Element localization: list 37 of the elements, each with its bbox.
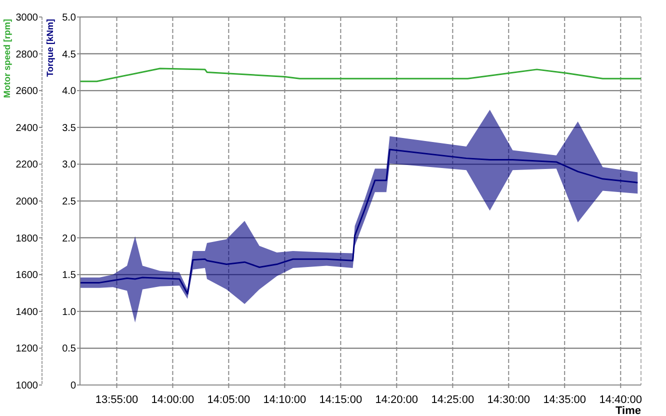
x-tick-label: 14:10:00 <box>263 394 306 406</box>
y-tick-label: 2200 <box>16 160 38 171</box>
y-tick-label: 2600 <box>16 86 38 98</box>
x-axis-title: Time <box>616 405 641 416</box>
y-tick-label: 1600 <box>16 270 38 282</box>
y2-tick-label: 2.5 <box>62 196 76 208</box>
y-tick-label: 1800 <box>16 233 38 244</box>
y-tick-label: 1000 <box>16 380 38 392</box>
y2-tick-label: 4.5 <box>62 49 76 60</box>
x-tick-label: 14:25:00 <box>431 394 474 406</box>
y-axis-title: Motor speed [rpm] <box>2 19 12 98</box>
y-tick-label: 1400 <box>16 306 38 318</box>
x-tick-label: 13:55:00 <box>95 394 138 406</box>
y-tick-label: 2000 <box>16 196 38 208</box>
y2-tick-label: 4.0 <box>62 86 76 98</box>
line-series <box>79 148 638 294</box>
y2-tick-label: 1.5 <box>62 270 76 282</box>
x-tick-label: 14:35:00 <box>543 394 586 406</box>
y2-tick-label: 5.0 <box>62 12 76 24</box>
y2-tick-label: 0.5 <box>62 344 76 355</box>
y-tick-label: 3000 <box>16 12 38 24</box>
x-tick-label: 14:40:00 <box>599 394 642 406</box>
y-tick-label: 2400 <box>16 122 38 134</box>
x-tick-label: 14:00:00 <box>151 394 194 406</box>
line-series <box>79 68 642 82</box>
y2-tick-label: 1.0 <box>62 306 76 318</box>
y2-tick-label: 2.0 <box>62 233 76 244</box>
y2-tick-label: 0 <box>70 380 76 392</box>
x-tick-label: 14:30:00 <box>487 394 530 406</box>
y2-tick-label: 3.0 <box>62 160 76 171</box>
y2-tick-label: 3.5 <box>62 122 76 134</box>
y-tick-label: 2800 <box>16 49 38 60</box>
y-tick-label: 1200 <box>16 344 38 355</box>
x-tick-label: 14:05:00 <box>207 394 250 406</box>
x-tick-label: 14:15:00 <box>319 394 362 406</box>
y2-axis-title: Torque [kNm] <box>45 19 55 77</box>
x-tick-label: 14:20:00 <box>375 394 418 406</box>
